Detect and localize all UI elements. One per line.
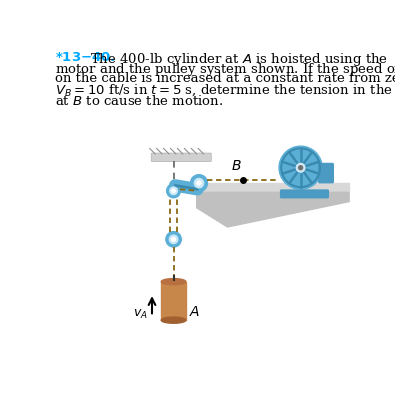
Circle shape [296, 163, 305, 172]
Polygon shape [161, 282, 186, 320]
FancyBboxPatch shape [280, 190, 328, 198]
Text: at $B$ to cause the motion.: at $B$ to cause the motion. [55, 94, 224, 108]
Circle shape [299, 166, 303, 170]
Circle shape [172, 237, 175, 241]
Polygon shape [161, 317, 186, 323]
Circle shape [190, 174, 207, 191]
Circle shape [169, 235, 178, 243]
FancyBboxPatch shape [151, 153, 211, 162]
Text: $V_B = 10$ ft/s in $t = 5$ s, determine the tension in the cable: $V_B = 10$ ft/s in $t = 5$ s, determine … [55, 83, 395, 98]
Text: $B$: $B$ [231, 159, 242, 173]
Text: motor and the pulley system shown. If the speed of point $B$: motor and the pulley system shown. If th… [55, 61, 395, 79]
Circle shape [167, 184, 181, 198]
Text: $\mathbf{*13}$$\mathbf{-40.}$: $\mathbf{*13}$$\mathbf{-40.}$ [55, 51, 116, 64]
Circle shape [166, 232, 181, 247]
Text: The 400-lb cylinder at $A$ is hoisted using the: The 400-lb cylinder at $A$ is hoisted us… [90, 51, 388, 68]
Text: on the cable is increased at a constant rate from zero to: on the cable is increased at a constant … [55, 72, 395, 85]
Circle shape [279, 146, 322, 189]
Circle shape [197, 181, 201, 185]
Circle shape [172, 189, 175, 193]
FancyBboxPatch shape [319, 164, 333, 183]
Circle shape [170, 187, 177, 195]
Polygon shape [161, 278, 186, 285]
Polygon shape [197, 183, 349, 192]
Text: $v_A$: $v_A$ [134, 307, 148, 320]
Circle shape [194, 179, 204, 188]
Polygon shape [197, 192, 349, 227]
Text: $A$: $A$ [189, 305, 200, 320]
